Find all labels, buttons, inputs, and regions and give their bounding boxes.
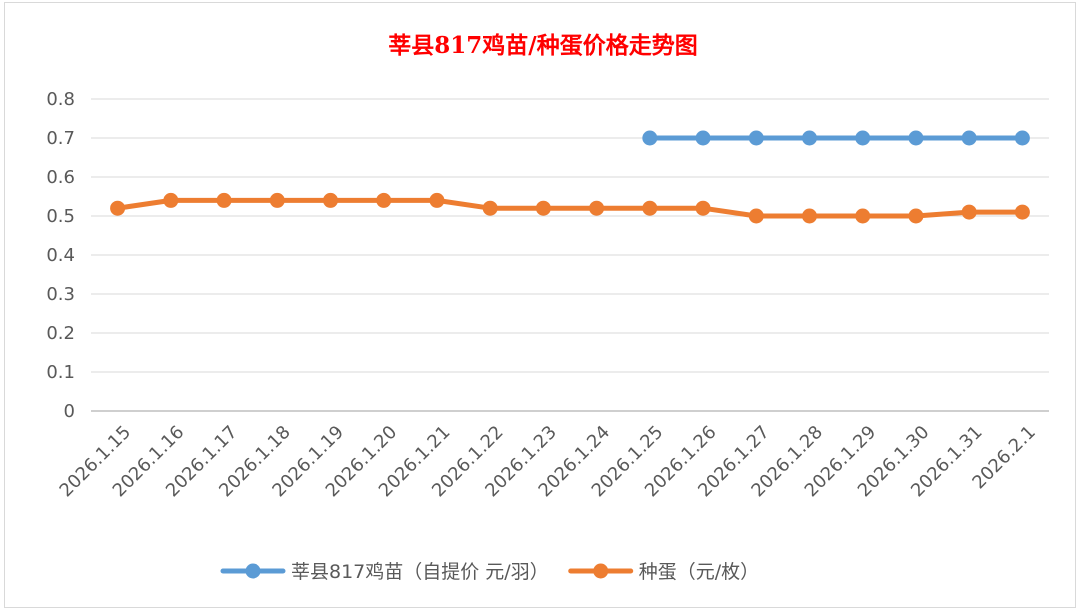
- chart-frame: 莘县817鸡苗/种蛋价格走势图 0 0.1 0.2 0.3 0.4 0.5 0.6 0.7 0.…: [4, 2, 1076, 608]
- legend-swatch-marker: [593, 563, 609, 579]
- y-tick-label: 0.8: [46, 89, 75, 110]
- chart-title: 莘县817鸡苗/种蛋价格走势图: [388, 32, 697, 59]
- data-point: [1014, 204, 1030, 220]
- legend: 莘县817鸡苗（自提价 元/羽） 种蛋（元/枚）: [220, 561, 759, 583]
- data-point: [642, 130, 658, 146]
- data-point: [908, 208, 924, 224]
- data-point: [429, 192, 445, 208]
- legend-item-1: 莘县817鸡苗（自提价 元/羽）: [220, 561, 549, 583]
- y-tick-label: 0.3: [46, 284, 75, 305]
- data-point: [855, 130, 871, 146]
- series-1: [642, 130, 1030, 146]
- data-point: [323, 192, 338, 208]
- series-line: [115, 197, 1025, 219]
- y-tick-label: 0.7: [46, 128, 75, 149]
- data-point: [163, 192, 179, 208]
- data-point: [961, 130, 977, 146]
- data-point: [642, 200, 658, 216]
- data-point: [961, 204, 977, 220]
- data-point: [748, 208, 764, 224]
- legend-label: 莘县817鸡苗（自提价 元/羽）: [291, 561, 549, 583]
- data-point: [269, 192, 285, 208]
- data-point: [695, 130, 711, 146]
- data-point: [110, 200, 126, 216]
- y-tick-label: 0.5: [46, 206, 75, 227]
- data-point: [855, 208, 871, 224]
- data-point: [908, 130, 924, 146]
- data-point: [802, 208, 817, 224]
- data-point: [748, 130, 764, 146]
- data-point: [695, 200, 711, 216]
- legend-label: 种蛋（元/枚）: [639, 561, 759, 583]
- data-point: [376, 192, 392, 208]
- y-tick-label: 0.1: [46, 362, 75, 383]
- data-point: [589, 200, 605, 216]
- series-2: [110, 192, 1030, 224]
- y-tick-label: 0.4: [46, 245, 75, 266]
- data-point: [802, 130, 817, 146]
- y-tick-label: 0.2: [46, 323, 75, 344]
- data-point: [482, 200, 498, 216]
- line-chart: 莘县817鸡苗/种蛋价格走势图 0 0.1 0.2 0.3 0.4 0.5 0.6 0.7 0.…: [46, 32, 1049, 583]
- series-lines: [110, 130, 1030, 224]
- data-point: [216, 192, 232, 208]
- x-axis-ticks: 2026.1.152026.1.162026.1.172026.1.182026…: [56, 422, 1040, 502]
- y-tick-label: 0.6: [46, 167, 75, 188]
- legend-item-2: 种蛋（元/枚）: [568, 561, 759, 583]
- data-point: [535, 200, 551, 216]
- legend-swatch-marker: [245, 563, 261, 579]
- y-tick-label: 0: [64, 401, 75, 422]
- grid-lines: [91, 98, 1049, 412]
- data-point: [1014, 130, 1030, 146]
- y-axis-ticks: 0 0.1 0.2 0.3 0.4 0.5 0.6 0.7 0.8: [46, 89, 75, 422]
